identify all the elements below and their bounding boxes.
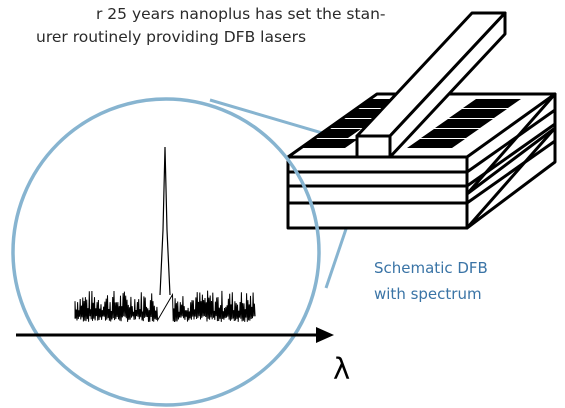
laser-front-face: [286, 155, 469, 230]
spectrum: [74, 146, 256, 323]
magnifier-circle: [11, 97, 321, 407]
intro-line-1: r 25 years nanoplus has set the stan-: [96, 5, 386, 23]
dfb-laser-schematic: [286, 11, 557, 230]
caption-line-1: Schematic DFB: [374, 259, 488, 277]
caption: Schematic DFB with spectrum: [374, 255, 488, 307]
ridge-front: [355, 134, 392, 159]
laser-side-face: [465, 126, 557, 230]
wavelength-symbol: λ: [333, 352, 351, 386]
intro-line-2: urer routinely providing DFB lasers: [36, 28, 307, 46]
wavelength-axis-arrowhead: [316, 327, 334, 343]
caption-line-2: with spectrum: [374, 285, 482, 303]
spectrum-peak: [159, 146, 171, 296]
spectrum-noise-floor: [74, 290, 256, 323]
